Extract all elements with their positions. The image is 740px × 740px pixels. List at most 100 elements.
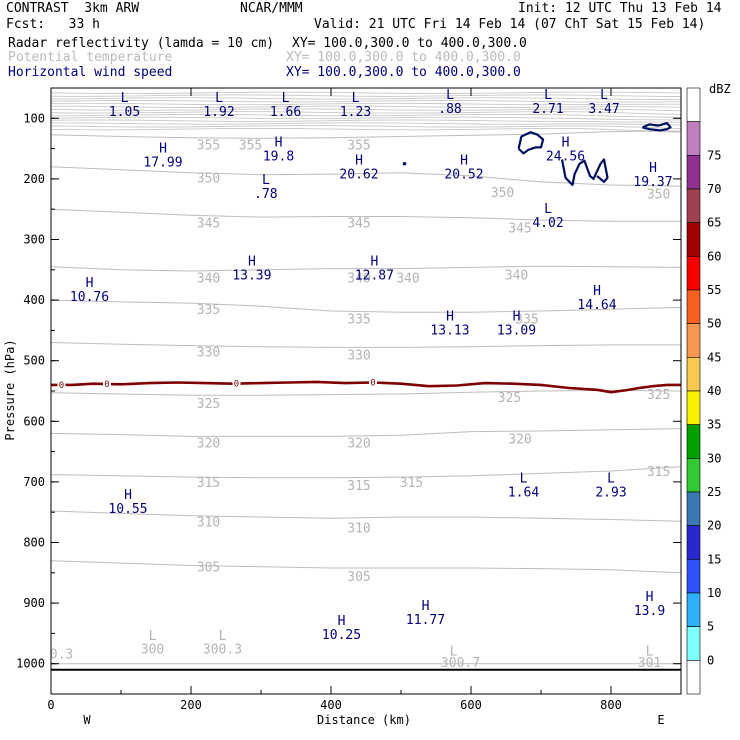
theta-line-325 xyxy=(51,389,681,396)
wind-marker-value: 12.87 xyxy=(355,269,394,284)
theta-label: 355 xyxy=(239,138,262,153)
theta-band-line xyxy=(51,116,681,121)
theta-extreme-label: 0.3 xyxy=(50,647,73,662)
theta-band-line xyxy=(51,111,681,115)
wind-marker-H: H xyxy=(370,255,378,270)
wind-marker-value: 2.71 xyxy=(532,102,563,117)
wind-marker-value: 11.77 xyxy=(406,613,445,628)
wind-marker-value: 1.66 xyxy=(270,105,301,120)
y-tick-label: 400 xyxy=(23,293,45,307)
theta-line-345 xyxy=(51,208,681,222)
theta-label: 325 xyxy=(197,397,220,412)
colorbar-swatch xyxy=(686,87,701,122)
theta-band-line xyxy=(51,94,681,97)
colorbar-label: 30 xyxy=(707,451,721,465)
freezing-label-bg xyxy=(232,378,241,388)
freezing-label: 0 xyxy=(59,381,64,391)
wind-marker-L: L xyxy=(352,91,360,106)
theta-label: 320 xyxy=(197,437,220,452)
legend-label-reflectivity: Radar reflectivity (lamda = 10 cm) xyxy=(8,36,275,51)
x-tick-label: 200 xyxy=(180,698,202,712)
wind-marker-H: H xyxy=(646,590,654,605)
colorbar-swatch xyxy=(686,390,701,425)
freezing-level-line xyxy=(51,380,681,394)
wind-marker-H: H xyxy=(593,284,601,299)
theta-label: 315 xyxy=(347,479,370,494)
x-tick-label: 600 xyxy=(460,698,482,712)
colorbar-title: dBZ xyxy=(709,82,731,96)
wind-marker-H: H xyxy=(446,309,454,324)
y-tick-label: 200 xyxy=(23,172,45,186)
theta-extreme-label: 301 xyxy=(638,656,661,671)
colorbar-swatch xyxy=(686,289,701,324)
wind-marker-value: 17.99 xyxy=(143,155,182,170)
legend-label-theta: Potential temperature xyxy=(8,50,173,65)
theta-label: 345 xyxy=(508,221,531,236)
theta-label: 305 xyxy=(347,570,370,585)
colorbar-label: 60 xyxy=(707,249,721,263)
theta-label: 355 xyxy=(347,138,370,153)
theta-label: 335 xyxy=(197,303,220,318)
wind-marker-value: .78 xyxy=(254,187,277,202)
legend-label-wind: Horizontal wind speed xyxy=(8,65,173,80)
theta-label: 330 xyxy=(347,349,370,364)
wind-marker-H: H xyxy=(86,276,94,291)
theta-band-line xyxy=(51,108,681,112)
wind-marker-value: 20.52 xyxy=(444,168,483,183)
theta-label: 320 xyxy=(508,432,531,447)
x-end-label-east: E xyxy=(657,713,664,727)
theta-label: 310 xyxy=(347,521,370,536)
colorbar-swatch xyxy=(686,323,701,358)
y-axis-title: Pressure (hPa) xyxy=(3,339,17,440)
theta-label: 315 xyxy=(197,476,220,491)
theta-line-340 xyxy=(51,265,681,272)
theta-band-line xyxy=(51,105,681,108)
forecast-hour: Fcst: 33 h xyxy=(6,17,100,32)
y-tick-label: 600 xyxy=(23,414,45,428)
wind-marker-value: 13.09 xyxy=(497,323,536,338)
theta-band-line xyxy=(51,97,681,100)
wind-marker-L: L xyxy=(215,91,223,106)
x-tick-label: 400 xyxy=(320,698,342,712)
y-tick-label: 700 xyxy=(23,475,45,489)
wind-marker-H: H xyxy=(159,141,167,156)
colorbar-label: 20 xyxy=(707,519,721,533)
model-title: CONTRAST 3km ARW xyxy=(6,1,140,16)
theta-band-line xyxy=(51,100,681,103)
y-tick-label: 500 xyxy=(23,354,45,368)
theta-band-line xyxy=(51,113,681,118)
y-tick-label: 100 xyxy=(23,111,45,125)
colorbar-swatch xyxy=(686,155,701,190)
theta-band-line xyxy=(51,127,681,133)
wind-marker-L: L xyxy=(544,88,552,103)
theta-band-line xyxy=(51,122,681,126)
colorbar-swatch xyxy=(686,559,701,594)
y-tick-label: 300 xyxy=(23,233,45,247)
freezing-label: 0 xyxy=(370,379,375,389)
wind-marker-L: L xyxy=(121,91,129,106)
theta-band-line xyxy=(51,119,681,123)
theta-label: 340 xyxy=(396,272,419,287)
theta-label: 325 xyxy=(647,388,670,403)
colorbar-swatch xyxy=(686,626,701,661)
theta-label: 340 xyxy=(197,272,220,287)
wind-marker-value: 3.47 xyxy=(588,102,619,117)
wind-marker-H: H xyxy=(248,255,256,270)
y-tick-label: 800 xyxy=(23,536,45,550)
wind-marker-H: H xyxy=(124,488,132,503)
colorbar-label: 10 xyxy=(707,586,721,600)
colorbar-label: 70 xyxy=(707,182,721,196)
reflectivity-contour xyxy=(517,131,545,155)
theta-extreme-label: 300.3 xyxy=(203,643,242,658)
wind-marker-L: L xyxy=(446,88,454,103)
theta-label: 305 xyxy=(197,561,220,576)
theta-extreme-label: L xyxy=(646,644,654,659)
wind-marker-L: L xyxy=(282,91,290,106)
colorbar-swatch xyxy=(686,256,701,291)
wind-marker-L: L xyxy=(544,202,552,217)
colorbar-label: 40 xyxy=(707,384,721,398)
theta-label: 315 xyxy=(647,465,670,480)
wind-marker-value: 1.05 xyxy=(109,105,140,120)
colorbar-label: 55 xyxy=(707,283,721,297)
